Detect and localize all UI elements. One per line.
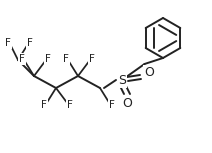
Text: F: F xyxy=(27,38,33,48)
Text: S: S xyxy=(118,73,126,86)
Text: O: O xyxy=(122,97,132,110)
Text: F: F xyxy=(109,100,115,110)
Text: F: F xyxy=(41,100,47,110)
Text: F: F xyxy=(19,54,25,64)
Text: F: F xyxy=(63,54,69,64)
Text: F: F xyxy=(89,54,95,64)
Text: F: F xyxy=(5,38,11,48)
Text: O: O xyxy=(144,65,154,78)
Text: F: F xyxy=(45,54,51,64)
Text: F: F xyxy=(67,100,73,110)
